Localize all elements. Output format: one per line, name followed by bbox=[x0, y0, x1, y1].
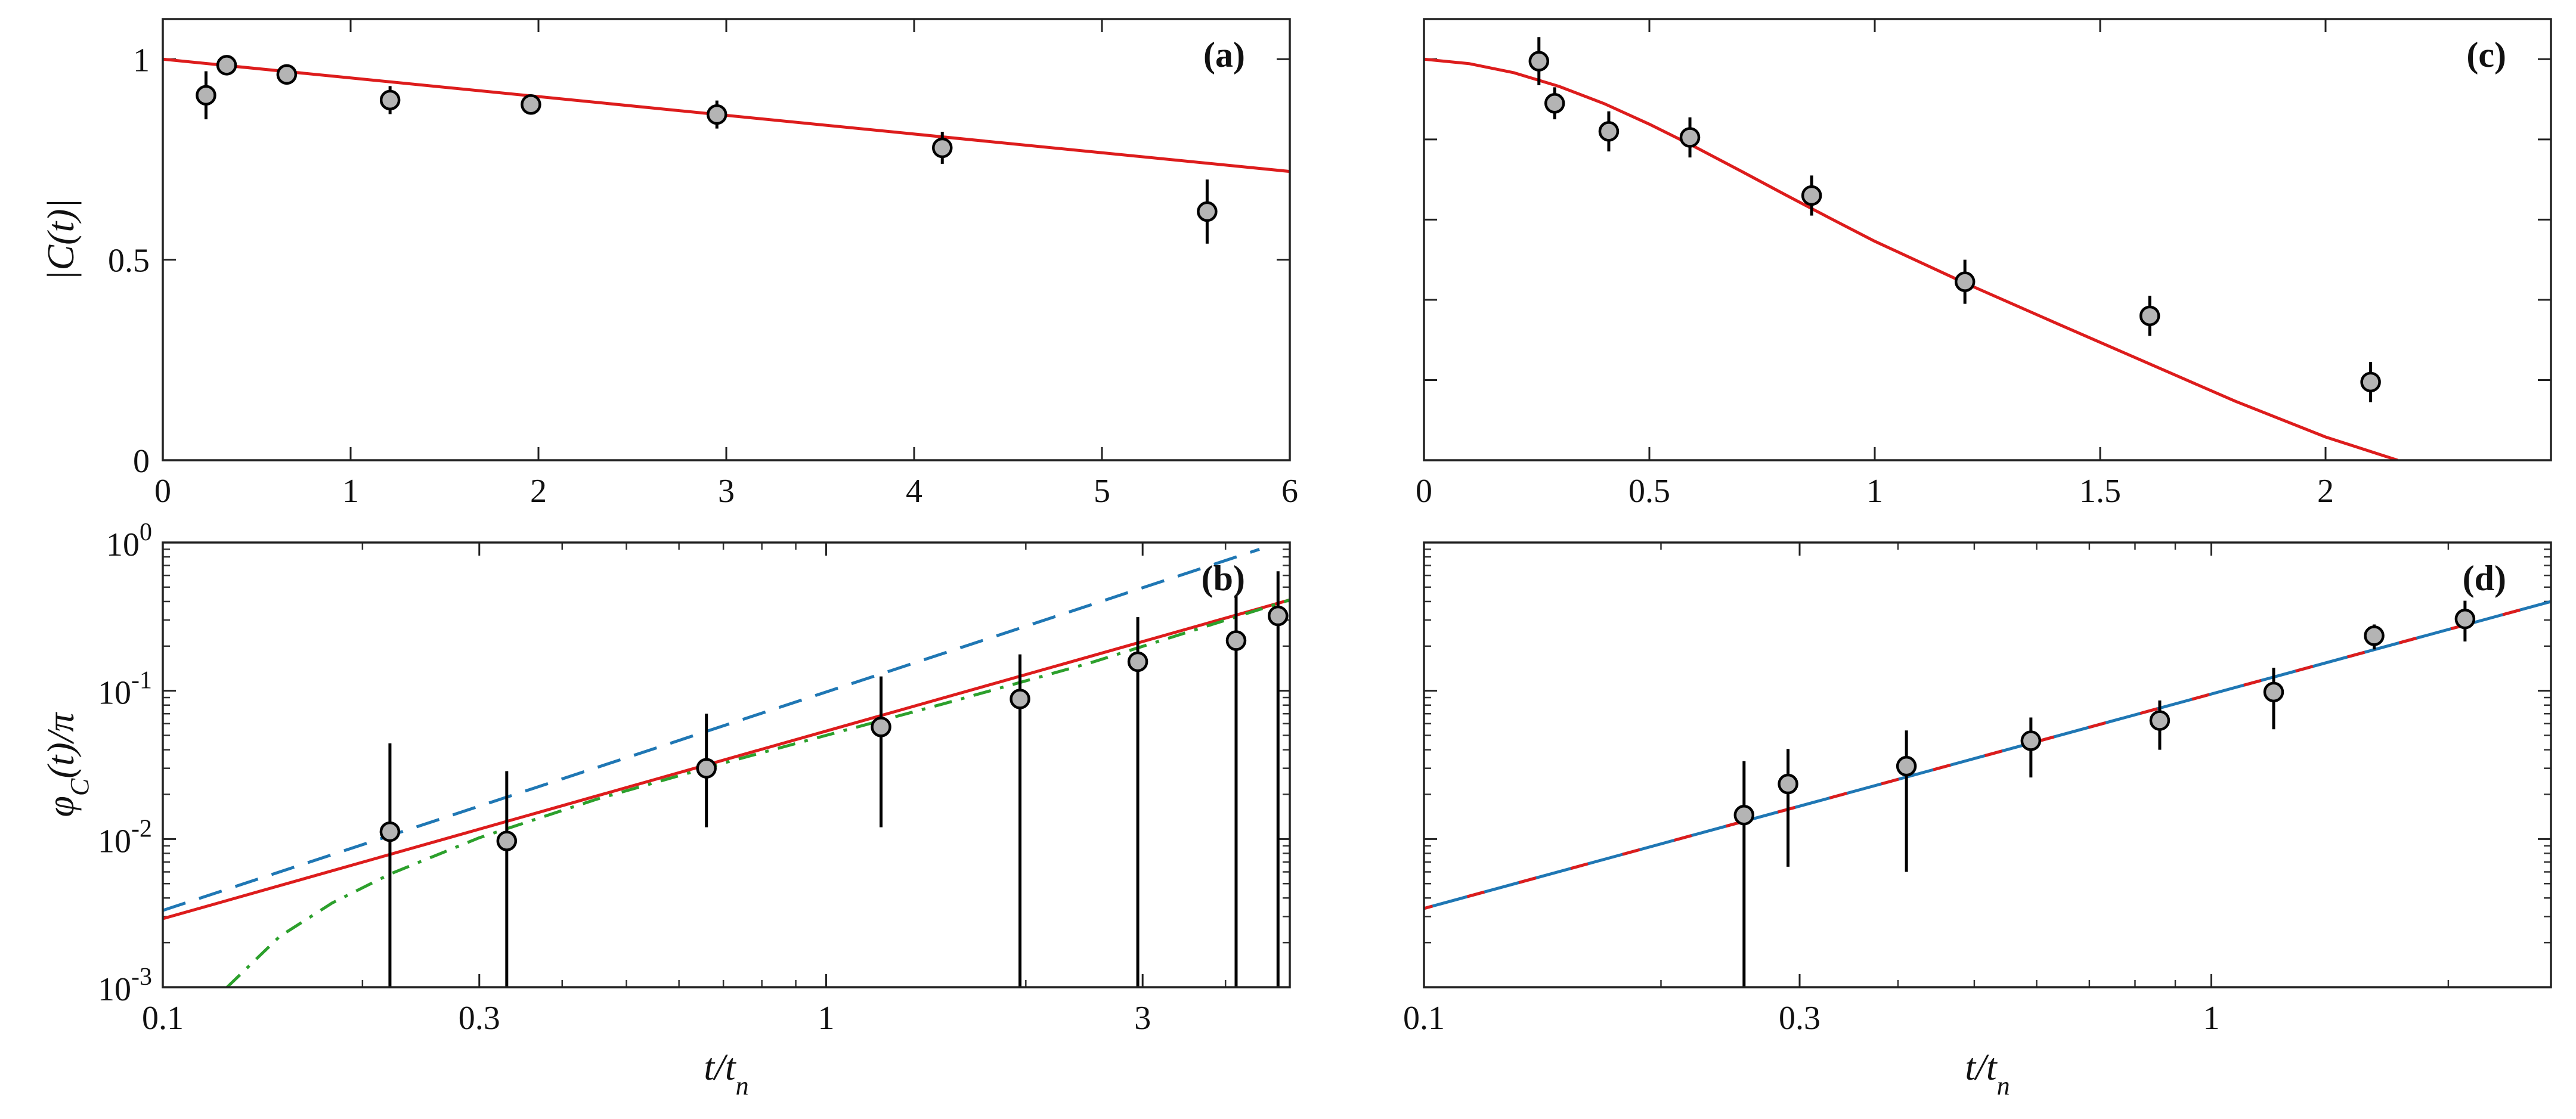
data-point bbox=[1896, 755, 1917, 777]
x-axis-title: t/tn bbox=[704, 1046, 748, 1101]
data-point bbox=[1010, 689, 1030, 709]
data-point bbox=[1197, 201, 1218, 222]
x-tick-label: 0 bbox=[1416, 473, 1432, 510]
x-tick-label: 2 bbox=[2317, 473, 2334, 510]
fit-line-red bbox=[1424, 600, 2551, 910]
data-point bbox=[1598, 121, 1620, 142]
x-tick-label: 6 bbox=[1281, 473, 1298, 510]
y-tick-label: 10-1 bbox=[98, 667, 152, 712]
data-point bbox=[1268, 605, 1289, 627]
x-tick-label: 0.3 bbox=[459, 1000, 500, 1037]
data-point bbox=[1127, 651, 1148, 672]
data-point bbox=[1225, 630, 1247, 651]
x-tick-label: 2 bbox=[530, 473, 547, 510]
data-point bbox=[932, 137, 953, 159]
axes-frame bbox=[162, 18, 1291, 461]
panel-a: 0 1 2 3 4 5 6 0 0.5 1 (a) |C(t)| bbox=[39, 18, 1298, 510]
data-point bbox=[276, 64, 298, 85]
panel-label: (d) bbox=[2463, 559, 2506, 598]
data-point bbox=[1778, 773, 1798, 795]
x-tick-label: 4 bbox=[906, 473, 922, 510]
data-point bbox=[1733, 804, 1755, 826]
y-tick-label: 100 bbox=[106, 519, 152, 563]
panel-d: 0.1 0.3 1 (d) t/tn bbox=[1403, 541, 2552, 1101]
x-tick-label: 0.1 bbox=[142, 1000, 184, 1037]
x-tick-label: 3 bbox=[718, 473, 735, 510]
data-point bbox=[2139, 305, 2160, 327]
axes-frame bbox=[1423, 18, 2552, 461]
series-line-dashed bbox=[163, 548, 1260, 912]
panel-b: 0.1 0.3 1 3 10-3 10-2 10-1 100 (b) t/tn φC(t)/π bbox=[39, 519, 1291, 1101]
axes-frame bbox=[162, 541, 1291, 988]
x-tick-label: 0.1 bbox=[1403, 1000, 1445, 1037]
data-point bbox=[2360, 371, 2381, 393]
data-point bbox=[1544, 93, 1565, 114]
data-point bbox=[871, 717, 891, 737]
data-point bbox=[1528, 51, 1550, 72]
series-group bbox=[1424, 600, 2551, 910]
x-tick-label: 1.5 bbox=[2079, 473, 2121, 510]
data-point bbox=[2149, 710, 2171, 731]
data-point bbox=[2364, 625, 2385, 646]
x-tick-label: 1 bbox=[2203, 1000, 2219, 1037]
panel-c: 0 0.5 1 1.5 2 (c) bbox=[1416, 18, 2552, 510]
y-tick-label: 1 bbox=[133, 42, 150, 79]
data-point bbox=[379, 821, 401, 842]
x-tick-label: 3 bbox=[1134, 1000, 1151, 1037]
data-point bbox=[2263, 681, 2284, 703]
panel-label: (c) bbox=[2466, 35, 2506, 75]
x-tick-label: 1 bbox=[342, 473, 359, 510]
series-group bbox=[163, 548, 1290, 987]
data-point bbox=[696, 758, 717, 779]
series-line-dash-dot bbox=[226, 598, 1290, 987]
axes-frame bbox=[1423, 541, 2552, 988]
data-point bbox=[1801, 185, 1822, 206]
data-point bbox=[216, 55, 237, 76]
panel-label: (a) bbox=[1203, 35, 1245, 75]
data-point bbox=[2020, 730, 2042, 751]
data-point bbox=[196, 85, 216, 106]
y-tick-label: 0 bbox=[133, 443, 150, 480]
y-tick-label: 10-2 bbox=[98, 815, 152, 860]
data-point bbox=[1679, 127, 1701, 148]
x-tick-label: 0.5 bbox=[1628, 473, 1670, 510]
x-tick-label: 1 bbox=[818, 1000, 834, 1037]
x-tick-label: 0.3 bbox=[1779, 1000, 1820, 1037]
x-tick-label: 0 bbox=[154, 473, 171, 510]
y-tick-label: 0.5 bbox=[108, 243, 150, 280]
data-point bbox=[1954, 271, 1976, 292]
data-point bbox=[521, 94, 541, 115]
data-point bbox=[707, 104, 727, 125]
x-tick-label: 1 bbox=[1866, 473, 1883, 510]
series-group bbox=[1424, 57, 2398, 460]
x-axis-title: t/tn bbox=[1965, 1046, 2010, 1101]
series-line-fit bbox=[1424, 57, 2398, 460]
x-tick-label: 5 bbox=[1094, 473, 1110, 510]
panel-label: (b) bbox=[1202, 559, 1245, 598]
y-tick-label: 10-3 bbox=[98, 963, 152, 1008]
data-point bbox=[496, 830, 518, 851]
data-point bbox=[379, 89, 401, 111]
y-axis-title: |C(t)| bbox=[39, 199, 82, 281]
y-axis-title: φC(t)/π bbox=[39, 712, 94, 817]
data-point bbox=[2454, 608, 2476, 630]
series-line-fit bbox=[163, 598, 1290, 920]
